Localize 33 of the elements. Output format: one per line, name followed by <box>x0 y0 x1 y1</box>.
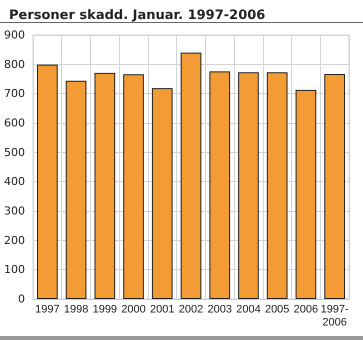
x-tick-label: 1999 <box>92 304 118 316</box>
x-tick-label: 1997 <box>35 304 60 316</box>
bar <box>209 71 230 299</box>
x-tick-label: 2006 <box>294 304 318 316</box>
y-tick-label: 700 <box>4 87 25 100</box>
y-tick-label: 400 <box>4 175 25 188</box>
y-tick-label: 300 <box>4 204 25 218</box>
y-tick-label: 200 <box>4 234 25 247</box>
chart-title: Personer skadd. Januar. 1997-2006 <box>9 8 266 23</box>
x-tick-label: 1998 <box>64 304 88 316</box>
bar <box>123 74 144 299</box>
x-tick-label: 2005 <box>264 304 290 316</box>
bar <box>66 80 86 299</box>
x-tick-label: 2001 <box>150 304 175 316</box>
y-tick-label: 0 <box>18 292 25 306</box>
bar <box>266 72 288 299</box>
bar <box>238 72 259 299</box>
x-tick-label: 2003 <box>207 304 232 316</box>
x-tick-label: 2000 <box>121 304 146 316</box>
bar <box>152 88 173 299</box>
bar <box>296 90 316 299</box>
bar <box>94 72 116 299</box>
bar <box>180 52 202 299</box>
bar <box>324 74 345 299</box>
y-tick-label: 100 <box>4 263 25 276</box>
y-tick-label: 500 <box>4 146 25 159</box>
x-tick-label: 2002 <box>178 304 204 316</box>
y-tick-label: 600 <box>4 116 25 130</box>
x-tick-label: 1997- 2006 <box>320 304 350 328</box>
bar <box>37 64 58 299</box>
y-tick-label: 900 <box>4 28 25 42</box>
y-tick-label: 800 <box>4 58 25 71</box>
x-tick-label: 2004 <box>236 304 261 316</box>
